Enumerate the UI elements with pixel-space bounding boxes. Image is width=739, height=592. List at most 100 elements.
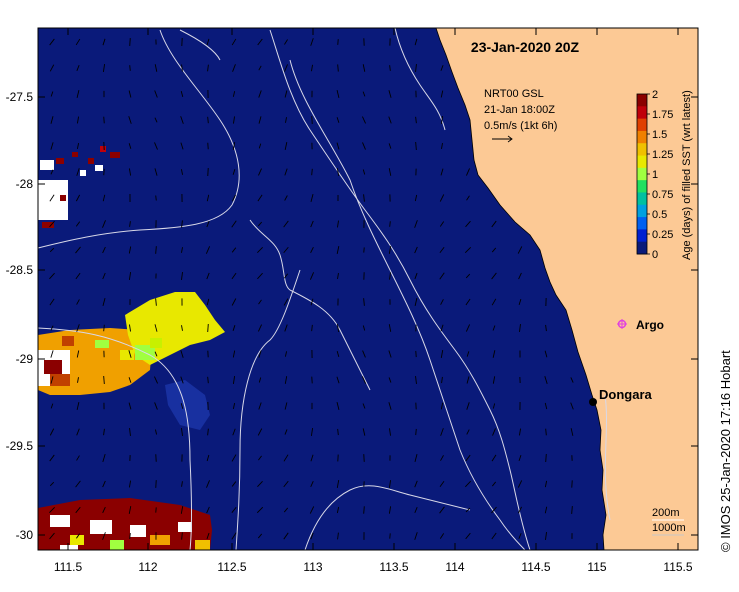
current-arrow	[232, 402, 236, 410]
current-arrow	[232, 376, 236, 384]
current-arrow	[389, 272, 391, 280]
current-arrow	[491, 298, 497, 306]
current-arrow	[75, 246, 81, 254]
current-arrow	[76, 65, 80, 71]
legend-arrowhead	[507, 135, 513, 143]
current-arrow	[102, 506, 106, 514]
current-arrow	[128, 350, 132, 358]
colorbar-segment	[637, 106, 647, 120]
current-arrow	[180, 142, 184, 150]
current-arrow	[76, 116, 80, 124]
current-arrow	[336, 376, 340, 384]
current-arrow	[310, 454, 314, 462]
current-arrow	[388, 377, 392, 383]
current-arrow	[466, 195, 470, 201]
current-arrow	[154, 324, 158, 332]
current-arrow	[310, 298, 314, 306]
current-arrow	[102, 63, 106, 73]
y-tick-label: -28.5	[6, 263, 34, 277]
current-arrow	[415, 141, 417, 151]
colorbar-segment	[637, 192, 647, 206]
current-arrow	[76, 455, 80, 461]
current-arrow	[49, 298, 55, 306]
legend-line-3: 0.5m/s (1kt 6h)	[484, 120, 557, 132]
current-arrow	[231, 481, 237, 487]
current-arrow	[336, 90, 340, 98]
map-frame	[37, 27, 699, 551]
current-arrow	[103, 428, 105, 436]
y-axis: -27.5 -28 -28.5 -29 -29.5 -30	[6, 90, 698, 542]
current-arrow	[76, 402, 80, 410]
current-arrow	[544, 480, 548, 488]
current-arrow	[336, 479, 340, 489]
current-arrow	[181, 220, 183, 228]
current-arrow	[49, 38, 55, 46]
current-arrow	[285, 117, 287, 123]
current-arrow	[414, 194, 418, 202]
current-arrow	[181, 64, 183, 72]
current-arrow	[128, 90, 132, 98]
current-arrow	[388, 143, 392, 149]
current-arrow	[440, 402, 444, 410]
current-arrow	[362, 91, 366, 97]
current-arrow	[284, 351, 288, 357]
current-arrow	[492, 325, 496, 331]
current-arrow	[389, 65, 391, 71]
depth-legend: 200m 1000m	[652, 507, 686, 536]
current-arrow	[256, 506, 264, 514]
colorbar: 2 1.75 1.5 1.25 1 0.75 0.5 0.25 0	[636, 89, 673, 261]
colorbar-segment	[637, 241, 647, 255]
current-arrow	[206, 532, 210, 540]
current-arrow	[154, 429, 158, 435]
current-arrow	[128, 377, 132, 383]
current-arrow	[232, 91, 236, 97]
current-arrow	[284, 90, 288, 98]
current-arrow	[284, 168, 288, 176]
current-arrow	[180, 91, 184, 97]
current-arrow	[388, 90, 392, 98]
x-tick-label: 113	[303, 560, 322, 574]
current-arrow	[128, 272, 132, 280]
credit-text: © IMOS 25-Jan-2020 17:16 Hobart	[718, 350, 733, 552]
current-arrow	[258, 90, 262, 98]
town-dot-icon	[589, 398, 597, 406]
current-arrow	[310, 246, 314, 254]
current-arrow	[102, 480, 106, 488]
x-tick-label: 113.5	[379, 560, 408, 574]
depth-1000-label: 1000m	[652, 522, 686, 534]
current-arrow	[128, 168, 132, 176]
current-arrow	[440, 428, 444, 436]
current-arrow	[129, 324, 131, 332]
colorbar-segment	[637, 118, 647, 132]
x-tick-label: 115.5	[663, 560, 692, 574]
x-tick-label: 111.5	[54, 560, 83, 574]
colorbar-tick-label: 0.75	[652, 189, 673, 201]
current-arrow	[362, 64, 366, 72]
current-arrow	[76, 428, 80, 436]
current-arrow	[466, 402, 470, 410]
colorbar-segment	[637, 143, 647, 157]
current-arrow	[128, 116, 132, 124]
current-arrow	[284, 195, 288, 201]
current-arrow	[102, 532, 106, 540]
current-arrow	[155, 298, 157, 306]
current-arrow	[154, 117, 158, 123]
current-arrow	[181, 481, 183, 487]
current-arrow	[415, 116, 417, 124]
current-arrow	[207, 376, 209, 384]
current-arrow	[181, 169, 183, 175]
current-arrow	[50, 142, 54, 150]
current-arrow	[206, 220, 210, 228]
current-arrow	[544, 402, 548, 410]
current-arrow	[231, 298, 237, 306]
colorbar-segment	[637, 180, 647, 193]
current-arrow	[76, 90, 80, 98]
map-title: 23-Jan-2020 20Z	[471, 39, 580, 55]
current-arrow	[129, 221, 131, 227]
current-arrow	[570, 377, 574, 383]
current-arrow	[545, 428, 547, 436]
current-arrow	[49, 428, 55, 436]
current-arrow	[337, 532, 339, 540]
current-arrow	[231, 507, 237, 513]
current-arrow	[181, 272, 183, 280]
